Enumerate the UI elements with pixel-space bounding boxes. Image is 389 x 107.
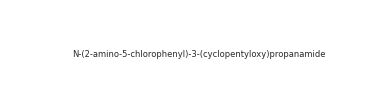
Text: N-(2-amino-5-chlorophenyl)-3-(cyclopentyloxy)propanamide: N-(2-amino-5-chlorophenyl)-3-(cyclopenty… [73, 50, 326, 59]
